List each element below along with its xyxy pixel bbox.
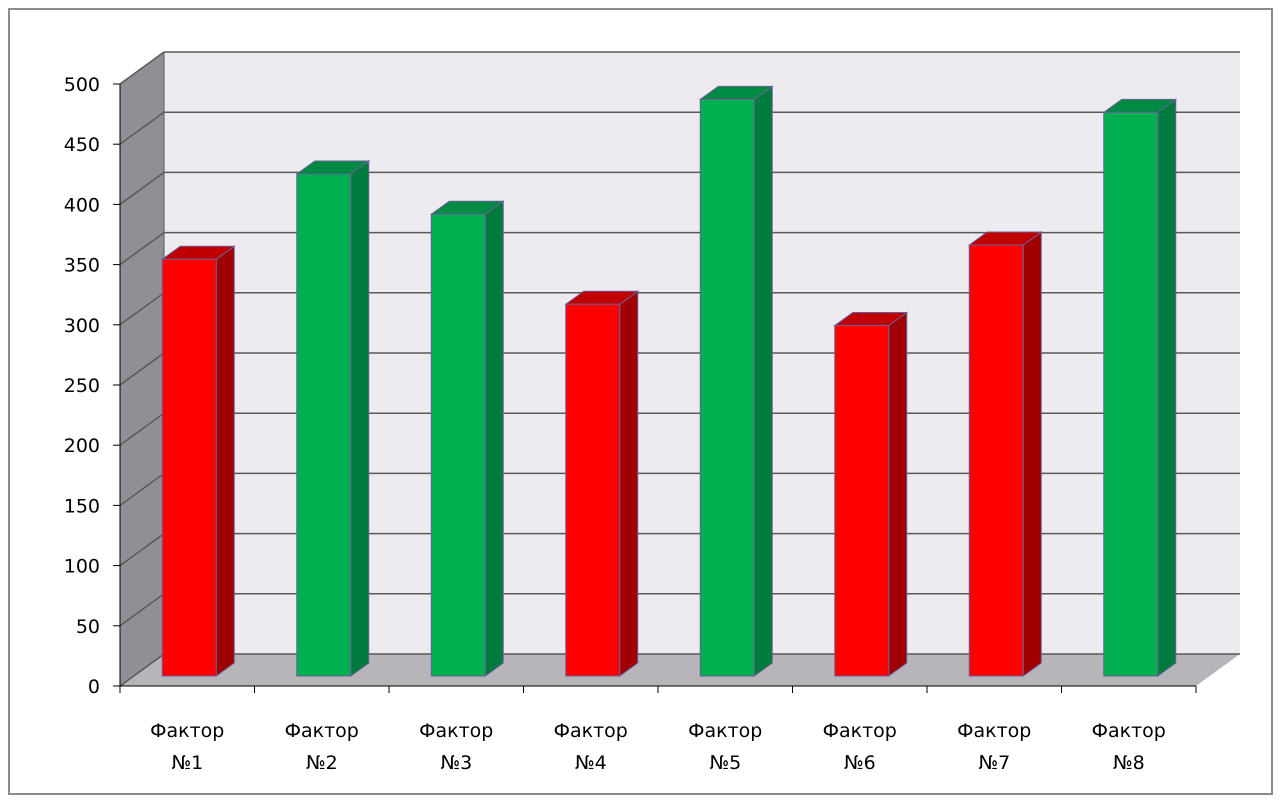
y-tick-label: 300 bbox=[64, 315, 100, 337]
x-tick-label-line: Фактор bbox=[1092, 720, 1166, 742]
bar-front bbox=[565, 303, 621, 677]
y-tick-label: 150 bbox=[64, 495, 100, 517]
x-tick-label-line: Фактор bbox=[823, 720, 897, 742]
bar-side bbox=[1157, 98, 1177, 677]
bar bbox=[698, 85, 774, 677]
x-tick-label-line: №8 bbox=[1113, 752, 1145, 774]
x-tick-label: Фактор №2 bbox=[285, 720, 359, 774]
gridline-side bbox=[119, 532, 165, 567]
y-tick-label: 350 bbox=[64, 255, 100, 277]
bar-front bbox=[161, 258, 217, 677]
gridline-side bbox=[119, 231, 165, 266]
x-axis: Фактор №1 Фактор №2 Фактор №3 Фактор №4 Фактор №5… bbox=[119, 685, 1197, 774]
bar bbox=[429, 200, 505, 677]
bar-side bbox=[753, 85, 773, 677]
y-tick-label: 100 bbox=[64, 556, 100, 578]
x-tick-label: Фактор №8 bbox=[1092, 720, 1166, 774]
gridline-side bbox=[119, 653, 165, 687]
bars bbox=[160, 85, 1178, 677]
x-tick-label-line: Фактор bbox=[554, 720, 628, 742]
gridline-side bbox=[119, 171, 165, 206]
y-axis: 0 50 100 150 200 250 300 350 400 450 500 bbox=[64, 74, 121, 698]
y-tick-label: 450 bbox=[64, 134, 100, 156]
x-tick-label-line: №3 bbox=[440, 752, 472, 774]
y-tick-label: 0 bbox=[88, 676, 100, 698]
y-tick-label: 500 bbox=[64, 74, 100, 96]
x-tick-label-line: №5 bbox=[709, 752, 741, 774]
gridline-side bbox=[119, 593, 165, 627]
x-tick-label: Фактор №6 bbox=[823, 720, 897, 774]
bar bbox=[833, 311, 909, 677]
bar-side bbox=[619, 290, 639, 677]
bar bbox=[295, 160, 371, 677]
x-tick-label-line: Фактор bbox=[957, 720, 1031, 742]
x-tick-label-line: №4 bbox=[575, 752, 607, 774]
bar-side bbox=[350, 160, 370, 677]
chart-walls bbox=[120, 52, 1240, 686]
bar-side bbox=[215, 245, 235, 677]
bar-front bbox=[699, 98, 755, 677]
gridline-side bbox=[119, 111, 165, 145]
bar-side bbox=[484, 200, 504, 677]
gridline-side bbox=[119, 51, 165, 85]
gridline-side bbox=[119, 352, 165, 386]
y-tick-label: 200 bbox=[64, 435, 100, 457]
x-tick-label: Фактор №5 bbox=[688, 720, 762, 774]
bar-front bbox=[1103, 111, 1159, 677]
x-tick-label-line: Фактор bbox=[688, 720, 762, 742]
floor bbox=[120, 654, 1240, 686]
x-tick-label-line: №1 bbox=[171, 752, 203, 774]
y-tick-label: 400 bbox=[64, 194, 100, 216]
gridline-side bbox=[119, 292, 165, 326]
bar bbox=[1102, 98, 1178, 677]
gridline-side bbox=[119, 412, 165, 446]
bar-side bbox=[1022, 231, 1042, 677]
bar-front bbox=[968, 244, 1024, 677]
bar-front bbox=[834, 325, 890, 677]
bar bbox=[160, 245, 236, 677]
x-tick-label: Фактор №3 bbox=[419, 720, 493, 774]
bar-front bbox=[430, 213, 486, 677]
bar-side bbox=[888, 311, 908, 677]
bar bbox=[967, 231, 1043, 677]
gridline-side bbox=[119, 472, 165, 507]
x-tick-label-line: Фактор bbox=[150, 720, 224, 742]
x-tick-label-line: Фактор bbox=[419, 720, 493, 742]
y-tick-label: 50 bbox=[76, 616, 100, 638]
x-tick-label: Фактор №1 bbox=[150, 720, 224, 774]
chart-frame: 0 50 100 150 200 250 300 350 400 450 500 Фактор №1 Ф… bbox=[8, 8, 1273, 795]
x-tick-label: Фактор №4 bbox=[554, 720, 628, 774]
y-tick-label: 250 bbox=[64, 375, 100, 397]
x-tick-label: Фактор №7 bbox=[957, 720, 1031, 774]
bar bbox=[564, 290, 640, 677]
x-tick-label-line: №6 bbox=[844, 752, 876, 774]
x-tick-label-line: №7 bbox=[978, 752, 1010, 774]
x-tick-label-line: №2 bbox=[306, 752, 338, 774]
x-tick-label-line: Фактор bbox=[285, 720, 359, 742]
bar-front bbox=[296, 173, 352, 677]
